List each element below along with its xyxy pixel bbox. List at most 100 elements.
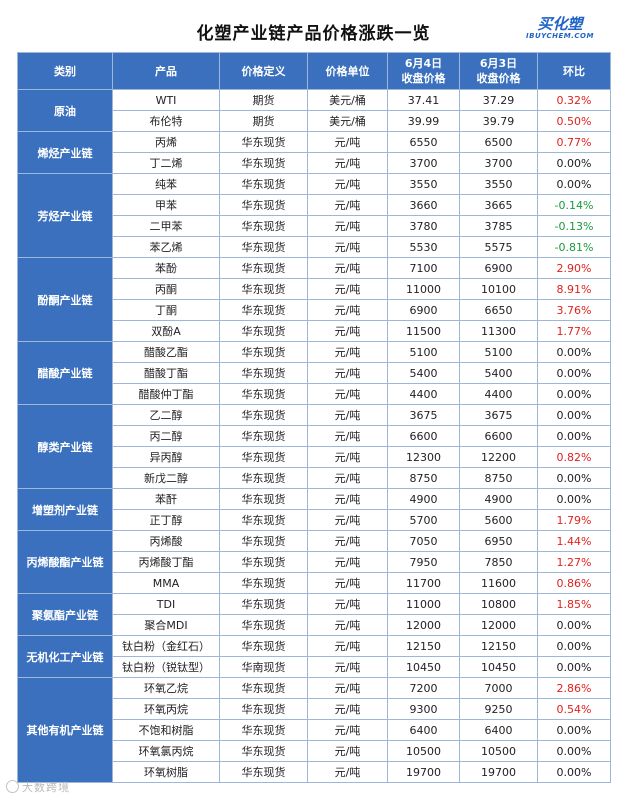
price-jun4-cell: 11000 [387,278,460,300]
change-cell: 0.00% [537,614,611,636]
definition-cell: 华东现货 [219,404,308,426]
change-cell: 0.00% [537,404,611,426]
table-row: 二甲苯 华东现货 元/吨 3780 3785 -0.13% [18,215,611,237]
product-cell: 苯酚 [112,257,220,279]
unit-cell: 元/吨 [307,152,388,174]
price-jun4-cell: 4400 [387,383,460,405]
change-cell: 0.50% [537,110,611,132]
change-cell: 1.77% [537,320,611,342]
unit-cell: 元/吨 [307,425,388,447]
unit-cell: 元/吨 [307,404,388,426]
table-row: MMA 华东现货 元/吨 11700 11600 0.86% [18,572,611,594]
price-jun4-cell: 11500 [387,320,460,342]
price-jun3-cell: 3700 [459,152,538,174]
change-cell: 0.54% [537,698,611,720]
unit-cell: 元/吨 [307,551,388,573]
definition-cell: 华东现货 [219,551,308,573]
definition-cell: 华东现货 [219,593,308,615]
table-row: 环氧丙烷 华东现货 元/吨 9300 9250 0.54% [18,698,611,720]
unit-cell: 元/吨 [307,131,388,153]
change-cell: 1.79% [537,509,611,531]
price-jun4-cell: 10450 [387,656,460,678]
price-jun3-cell: 6900 [459,257,538,279]
unit-cell: 元/吨 [307,236,388,258]
price-jun4-cell: 6550 [387,131,460,153]
price-jun3-cell: 6650 [459,299,538,321]
unit-cell: 元/吨 [307,194,388,216]
price-jun4-cell: 5400 [387,362,460,384]
unit-cell: 元/吨 [307,614,388,636]
category-cell: 酚酮产业链 [17,257,113,342]
product-cell: 不饱和树脂 [112,719,220,741]
product-cell: 纯苯 [112,173,220,195]
price-jun4-cell: 3700 [387,152,460,174]
table-row: 醋酸仲丁酯 华东现货 元/吨 4400 4400 0.00% [18,383,611,405]
product-cell: 布伦特 [112,110,220,132]
price-jun4-cell: 7050 [387,530,460,552]
product-cell: 正丁醇 [112,509,220,531]
change-cell: 0.77% [537,131,611,153]
unit-cell: 元/吨 [307,593,388,615]
table-row: 增塑剂产业链 苯酐 华东现货 元/吨 4900 4900 0.00% [17,488,611,531]
price-jun4-cell: 3550 [387,173,460,195]
price-jun3-cell: 6600 [459,425,538,447]
change-cell: 0.00% [537,635,611,657]
change-cell: 1.27% [537,551,611,573]
product-cell: 异丙醇 [112,446,220,468]
definition-cell: 华东现货 [219,677,308,699]
price-jun3-cell: 10500 [459,740,538,762]
page-title: 化塑产业链产品价格涨跌一览 [196,24,431,44]
unit-cell: 元/吨 [307,278,388,300]
change-cell: 2.90% [537,257,611,279]
product-cell: WTI [112,89,220,111]
product-cell: 丁酮 [112,299,220,321]
change-cell: 0.00% [537,488,611,510]
change-cell: 0.00% [537,341,611,363]
category-cell: 增塑剂产业链 [17,488,113,531]
price-jun4-cell: 12150 [387,635,460,657]
definition-cell: 华东现货 [219,530,308,552]
product-cell: 丙烯酸丁酯 [112,551,220,573]
price-jun4-cell: 3675 [387,404,460,426]
category-cell: 其他有机产业链 [17,677,113,783]
price-jun4-cell: 37.41 [387,89,460,111]
unit-cell: 元/吨 [307,215,388,237]
change-cell: 0.00% [537,362,611,384]
table-row: 布伦特 期货 美元/桶 39.99 39.79 0.50% [18,110,611,132]
unit-cell: 元/吨 [307,677,388,699]
product-cell: 双酚A [112,320,220,342]
change-cell: -0.13% [537,215,611,237]
table-row: 丙烯酸丁酯 华东现货 元/吨 7950 7850 1.27% [18,551,611,573]
definition-cell: 华东现货 [219,572,308,594]
unit-cell: 元/吨 [307,257,388,279]
change-cell: 0.00% [537,173,611,195]
category-cell: 原油 [17,89,113,132]
table-row: 酚酮产业链 苯酚 华东现货 元/吨 7100 6900 2.90% [17,257,611,342]
unit-cell: 元/吨 [307,740,388,762]
unit-cell: 元/吨 [307,341,388,363]
unit-cell: 元/吨 [307,362,388,384]
table-row: 双酚A 华东现货 元/吨 11500 11300 1.77% [18,320,611,342]
price-jun4-cell: 7100 [387,257,460,279]
price-jun4-cell: 3660 [387,194,460,216]
definition-cell: 华东现货 [219,362,308,384]
definition-cell: 华东现货 [219,236,308,258]
product-cell: 聚合MDI [112,614,220,636]
product-cell: 环氧树脂 [112,761,220,783]
change-cell: 0.00% [537,719,611,741]
change-cell: 3.76% [537,299,611,321]
unit-cell: 元/吨 [307,572,388,594]
category-cell: 无机化工产业链 [17,635,113,678]
unit-cell: 元/吨 [307,509,388,531]
definition-cell: 华东现货 [219,740,308,762]
unit-cell: 元/吨 [307,299,388,321]
unit-cell: 元/吨 [307,320,388,342]
column-header: 价格定义 [219,52,308,90]
table-row: 醋酸丁酯 华东现货 元/吨 5400 5400 0.00% [18,362,611,384]
change-cell: 0.00% [537,761,611,783]
product-cell: 二甲苯 [112,215,220,237]
table-row: 醇类产业链 乙二醇 华东现货 元/吨 3675 3675 0.00% [17,404,611,489]
change-cell: 1.85% [537,593,611,615]
product-cell: TDI [112,593,220,615]
table-row: 钛白粉（锐钛型） 华南现货 元/吨 10450 10450 0.00% [18,656,611,678]
